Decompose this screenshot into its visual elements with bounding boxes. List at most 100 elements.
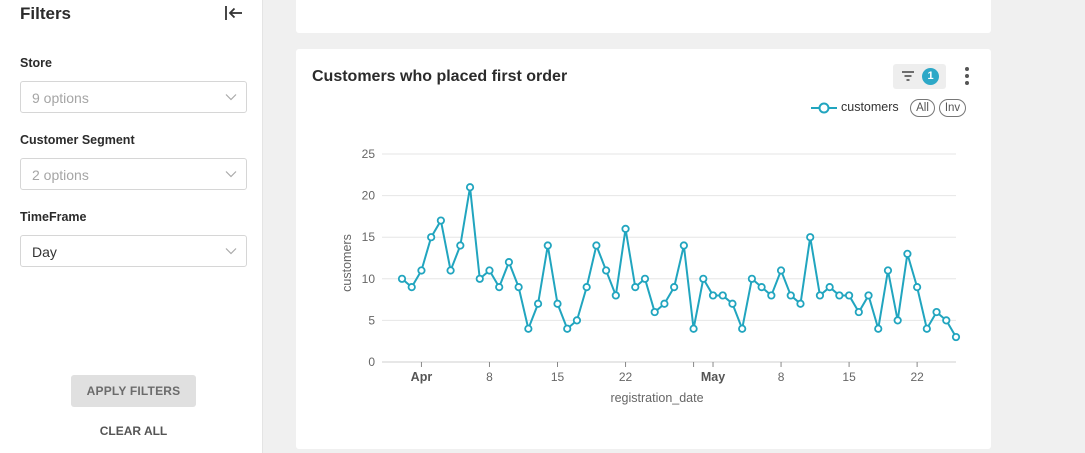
- legend-item-customers[interactable]: customers: [811, 99, 906, 117]
- data-point: [806, 233, 815, 242]
- data-point: [893, 316, 902, 325]
- data-point: [553, 299, 562, 308]
- data-point: [417, 266, 426, 275]
- data-point: [679, 241, 688, 250]
- data-point: [776, 266, 786, 275]
- data-point: [592, 241, 601, 250]
- data-point: [951, 332, 961, 342]
- data-point: [708, 291, 718, 300]
- y-tick-label: 15: [362, 230, 376, 244]
- data-point: [650, 307, 659, 317]
- timeframe-select[interactable]: Day: [20, 235, 247, 267]
- filter-icon: [902, 71, 914, 81]
- data-point: [854, 307, 863, 317]
- data-point: [815, 291, 825, 300]
- data-point: [864, 291, 873, 300]
- data-point: [922, 324, 931, 333]
- filter-count-badge: 1: [922, 68, 939, 85]
- data-point: [611, 291, 620, 300]
- customer-segment-select-value: 2 options: [32, 167, 89, 183]
- data-point: [446, 266, 455, 275]
- data-point: [582, 283, 591, 292]
- x-tick-label: 15: [551, 370, 565, 384]
- legend-select-all-button[interactable]: All: [910, 99, 935, 117]
- data-point: [533, 299, 543, 308]
- store-select-value: 9 options: [32, 90, 89, 106]
- data-point: [738, 324, 747, 333]
- timeframe-select-value: Day: [32, 244, 57, 260]
- timeframe-filter-label: TimeFrame: [20, 210, 87, 224]
- chart-title: Customers who placed first order: [312, 68, 568, 85]
- data-point: [844, 291, 854, 300]
- legend-line-marker-icon: [811, 102, 837, 114]
- x-tick-label: 15: [842, 370, 856, 384]
- y-tick-label: 5: [368, 313, 375, 327]
- data-point: [572, 316, 582, 325]
- data-point: [903, 249, 912, 258]
- filters-sidebar: Filters Store 9 options Customer Segment…: [0, 0, 263, 453]
- x-tick-label: 22: [910, 370, 924, 384]
- axes: 0 5 10 15 20 25 Apr 8 15 22 May 8 15 22 registration_d…: [340, 147, 924, 405]
- data-point: [485, 266, 494, 275]
- x-tick-label: Apr: [411, 370, 433, 384]
- data-point: [689, 324, 698, 333]
- data-point: [932, 307, 941, 317]
- data-point: [563, 324, 572, 333]
- data-point: [767, 291, 776, 300]
- data-point: [514, 283, 523, 292]
- series-line: [401, 186, 957, 338]
- y-tick-label: 0: [368, 355, 375, 369]
- data-point: [796, 299, 805, 308]
- y-axis-title: customers: [340, 234, 354, 292]
- data-point: [465, 183, 475, 192]
- sidebar-title: Filters: [20, 4, 72, 23]
- data-point: [942, 316, 951, 325]
- data-point: [456, 241, 465, 250]
- data-point: [407, 283, 416, 292]
- store-select[interactable]: 9 options: [20, 81, 247, 113]
- x-tick-label: 22: [619, 370, 633, 384]
- data-point: [913, 283, 922, 292]
- data-point: [825, 283, 834, 292]
- data-point: [524, 324, 533, 333]
- customer-segment-filter-label: Customer Segment: [20, 133, 135, 147]
- x-tick-label: 8: [486, 370, 493, 384]
- x-axis-title: registration_date: [610, 391, 703, 405]
- data-point: [786, 291, 795, 300]
- y-tick-label: 20: [362, 189, 376, 203]
- data-point: [397, 274, 407, 283]
- x-tick-label: May: [701, 370, 725, 384]
- data-point: [874, 324, 883, 333]
- data-point: [883, 266, 893, 275]
- data-point: [495, 283, 504, 292]
- line-chart: 0 5 10 15 20 25 Apr 8 15 22 May 8 15 22 registration_d…: [340, 147, 961, 405]
- chevron-down-icon: [225, 248, 237, 255]
- data-point: [728, 299, 737, 308]
- chevron-down-icon: [225, 94, 237, 101]
- series-customers: [397, 183, 961, 342]
- customer-segment-select[interactable]: 2 options: [20, 158, 247, 190]
- collapse-sidebar-icon[interactable]: [224, 5, 244, 21]
- data-point: [718, 291, 727, 300]
- data-point: [631, 283, 640, 292]
- previous-card: [296, 0, 991, 33]
- data-point: [835, 291, 844, 300]
- data-point: [757, 283, 766, 292]
- card-filter-button[interactable]: 1: [893, 64, 946, 89]
- data-point: [427, 233, 436, 242]
- y-tick-label: 25: [362, 147, 376, 161]
- legend-invert-button[interactable]: Inv: [939, 99, 966, 117]
- data-point: [640, 274, 650, 283]
- data-point: [699, 274, 708, 283]
- chevron-down-icon: [225, 171, 237, 178]
- data-point: [621, 224, 630, 233]
- legend-label: customers: [841, 100, 899, 114]
- data-point: [602, 266, 611, 275]
- clear-all-button[interactable]: CLEAR ALL: [99, 424, 168, 438]
- more-options-icon[interactable]: [960, 67, 974, 87]
- data-point: [504, 258, 514, 267]
- data-point: [670, 283, 679, 292]
- apply-filters-button[interactable]: APPLY FILTERS: [71, 375, 196, 407]
- data-point: [436, 216, 445, 225]
- data-point: [475, 274, 484, 283]
